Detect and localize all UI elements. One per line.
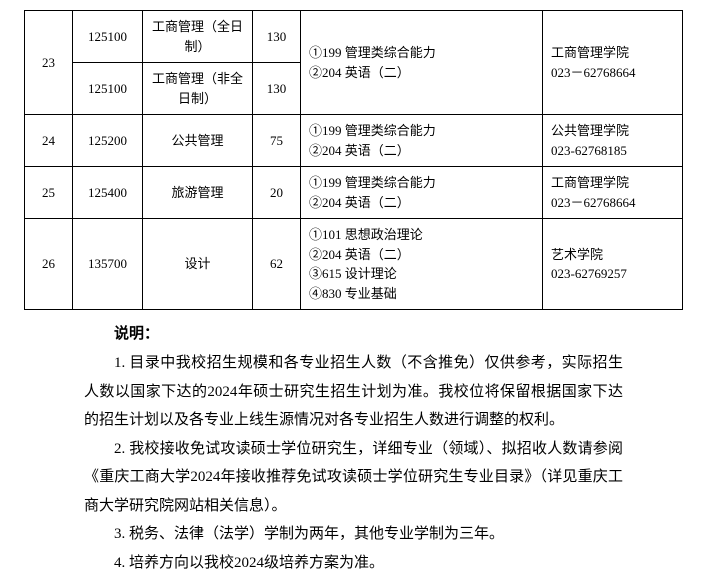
cell-quota: 130 (253, 63, 301, 115)
cell-subjects: ①199 管理类综合能力②204 英语（二） (301, 115, 543, 167)
table-row: 26135700设计62①101 思想政治理论②204 英语（二）③615 设计… (25, 219, 683, 310)
cell-college: 工商管理学院023－62768664 (543, 11, 683, 115)
note-item: 2. 我校接收免试攻读硕士学位研究生，详细专业（领域）、拟招收人数请参阅《重庆工… (84, 435, 623, 521)
cell-code: 125100 (73, 63, 143, 115)
note-item: 4. 培养方向以我校2024级培养方案为准。 (84, 549, 623, 578)
cell-major: 设计 (143, 219, 253, 310)
cell-seq: 26 (25, 219, 73, 310)
cell-subjects: ①199 管理类综合能力②204 英语（二） (301, 11, 543, 115)
cell-major: 旅游管理 (143, 167, 253, 219)
cell-major: 工商管理（全日制） (143, 11, 253, 63)
cell-college: 工商管理学院023－62768664 (543, 167, 683, 219)
cell-code: 135700 (73, 219, 143, 310)
cell-quota: 75 (253, 115, 301, 167)
table-row: 25125400旅游管理20①199 管理类综合能力②204 英语（二）工商管理… (25, 167, 683, 219)
admissions-table: 23125100工商管理（全日制）130①199 管理类综合能力②204 英语（… (24, 10, 683, 310)
cell-college: 艺术学院023-62769257 (543, 219, 683, 310)
cell-major: 工商管理（非全日制） (143, 63, 253, 115)
cell-code: 125100 (73, 11, 143, 63)
cell-major: 公共管理 (143, 115, 253, 167)
cell-quota: 62 (253, 219, 301, 310)
cell-seq: 24 (25, 115, 73, 167)
notes-section: 说明： 1. 目录中我校招生规模和各专业招生人数（不含推免）仅供参考，实际招生人… (24, 322, 683, 577)
cell-subjects: ①101 思想政治理论②204 英语（二）③615 设计理论④830 专业基础 (301, 219, 543, 310)
cell-quota: 130 (253, 11, 301, 63)
cell-college: 公共管理学院023-62768185 (543, 115, 683, 167)
note-item: 1. 目录中我校招生规模和各专业招生人数（不含推免）仅供参考，实际招生人数以国家… (84, 349, 623, 435)
note-item: 3. 税务、法律（法学）学制为两年，其他专业学制为三年。 (84, 520, 623, 549)
cell-seq: 25 (25, 167, 73, 219)
cell-subjects: ①199 管理类综合能力②204 英语（二） (301, 167, 543, 219)
cell-code: 125400 (73, 167, 143, 219)
cell-quota: 20 (253, 167, 301, 219)
cell-seq: 23 (25, 11, 73, 115)
table-row: 23125100工商管理（全日制）130①199 管理类综合能力②204 英语（… (25, 11, 683, 63)
cell-code: 125200 (73, 115, 143, 167)
table-row: 24125200公共管理75①199 管理类综合能力②204 英语（二）公共管理… (25, 115, 683, 167)
notes-title: 说明： (84, 322, 623, 343)
